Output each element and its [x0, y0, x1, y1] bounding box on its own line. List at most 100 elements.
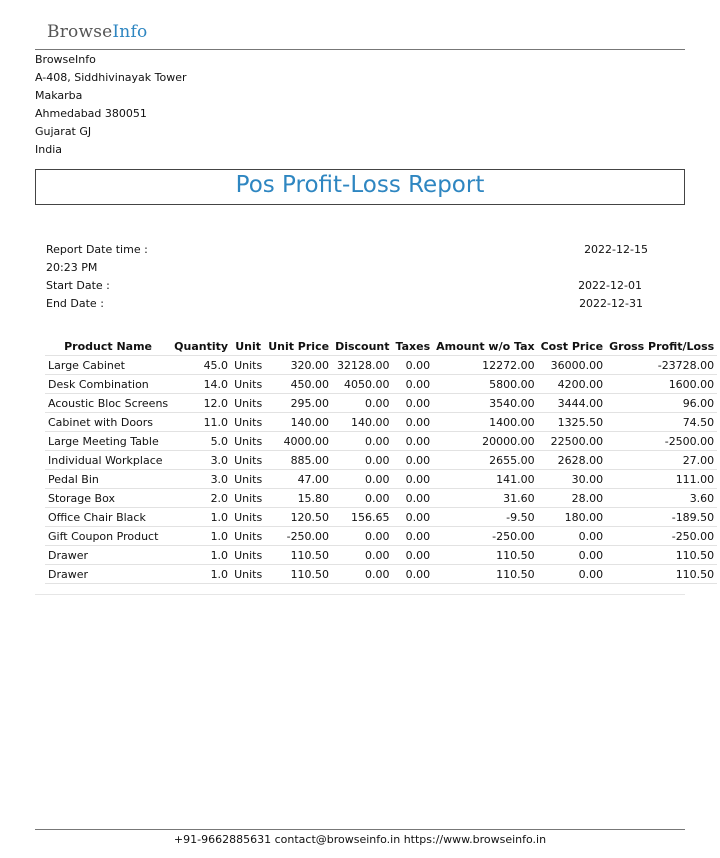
report-time-value: 20:23 PM	[46, 261, 98, 274]
cell-unit-price: 450.00	[265, 374, 333, 394]
footer-contact: +91-9662885631 contact@browseinfo.in htt…	[173, 833, 547, 846]
cell-unit-price: 110.50	[265, 564, 333, 584]
cell-cost-price: 0.00	[537, 526, 607, 546]
cell-cost-price: 0.00	[537, 545, 607, 565]
cell-gross-profit-loss: 96.00	[606, 393, 718, 413]
start-date-label: Start Date :	[46, 279, 110, 292]
cell-discount: 156.65	[332, 507, 393, 527]
cell-product-name: Gift Coupon Product	[45, 526, 172, 546]
company-area: Makarba	[35, 89, 83, 102]
cell-amount-wo-tax: 3540.00	[433, 393, 538, 413]
cell-discount: 0.00	[332, 545, 393, 565]
cell-cost-price: 4200.00	[537, 374, 607, 394]
cell-quantity: 14.0	[171, 374, 232, 394]
footer-divider	[35, 829, 685, 830]
cell-quantity: 3.0	[171, 450, 232, 470]
end-date-value: 2022-12-31	[579, 297, 643, 310]
col-gross-profit-loss: Gross Profit/Loss	[609, 340, 715, 353]
cell-gross-profit-loss: -189.50	[606, 507, 718, 527]
cell-taxes: 0.00	[392, 507, 434, 527]
cell-amount-wo-tax: 141.00	[433, 469, 538, 489]
cell-cost-price: 28.00	[537, 488, 607, 508]
col-cost-price: Cost Price	[540, 340, 604, 353]
cell-amount-wo-tax: 5800.00	[433, 374, 538, 394]
cell-taxes: 0.00	[392, 469, 434, 489]
cell-quantity: 1.0	[171, 526, 232, 546]
cell-unit: Units	[231, 545, 266, 565]
cell-amount-wo-tax: -250.00	[433, 526, 538, 546]
cell-taxes: 0.00	[392, 355, 434, 375]
cell-quantity: 1.0	[171, 545, 232, 565]
cell-product-name: Cabinet with Doors	[45, 412, 172, 432]
table-row: Individual Workplace 3.0 Units 885.00 0.00 0.…	[45, 450, 718, 470]
cell-cost-price: 180.00	[537, 507, 607, 527]
cell-product-name: Desk Combination	[45, 374, 172, 394]
company-country: India	[35, 143, 62, 156]
col-amount-wo-tax: Amount w/o Tax	[436, 340, 535, 353]
company-name: BrowseInfo	[35, 53, 96, 66]
cell-product-name: Large Cabinet	[45, 355, 172, 375]
logo-text-part1: Browse	[47, 22, 113, 42]
table-header-row: Product Name Quantity Unit Unit Price Di…	[45, 338, 717, 356]
cell-taxes: 0.00	[392, 526, 434, 546]
cell-product-name: Drawer	[45, 545, 172, 565]
cell-unit: Units	[231, 355, 266, 375]
cell-taxes: 0.00	[392, 431, 434, 451]
profit-loss-table: Product Name Quantity Unit Unit Price Di…	[45, 338, 718, 584]
cell-quantity: 3.0	[171, 469, 232, 489]
col-product-name: Product Name	[64, 340, 153, 353]
report-title: Pos Profit-Loss Report	[235, 172, 485, 198]
cell-amount-wo-tax: 20000.00	[433, 431, 538, 451]
cell-unit-price: 320.00	[265, 355, 333, 375]
table-row: Cabinet with Doors 11.0 Units 140.00 140.00 0…	[45, 412, 718, 432]
end-date-label: End Date :	[46, 297, 104, 310]
cell-cost-price: 36000.00	[537, 355, 607, 375]
cell-cost-price: 30.00	[537, 469, 607, 489]
cell-taxes: 0.00	[392, 374, 434, 394]
cell-discount: 0.00	[332, 526, 393, 546]
cell-amount-wo-tax: 110.50	[433, 545, 538, 565]
cell-gross-profit-loss: 27.00	[606, 450, 718, 470]
cell-product-name: Pedal Bin	[45, 469, 172, 489]
cell-discount: 32128.00	[332, 355, 393, 375]
cell-taxes: 0.00	[392, 545, 434, 565]
cell-gross-profit-loss: 74.50	[606, 412, 718, 432]
table-row: Pedal Bin 3.0 Units 47.00 0.00 0.00 141.00 30.0…	[45, 469, 718, 489]
cell-product-name: Office Chair Black	[45, 507, 172, 527]
cell-amount-wo-tax: 2655.00	[433, 450, 538, 470]
col-unit-price: Unit Price	[268, 340, 330, 353]
cell-cost-price: 0.00	[537, 564, 607, 584]
cell-unit-price: 140.00	[265, 412, 333, 432]
cell-amount-wo-tax: -9.50	[433, 507, 538, 527]
cell-product-name: Acoustic Bloc Screens	[45, 393, 172, 413]
cell-taxes: 0.00	[392, 488, 434, 508]
cell-product-name: Drawer	[45, 564, 172, 584]
logo-text-part2: Info	[112, 22, 148, 42]
cell-unit-price: 120.50	[265, 507, 333, 527]
cell-unit-price: 295.00	[265, 393, 333, 413]
cell-taxes: 0.00	[392, 450, 434, 470]
cell-discount: 0.00	[332, 393, 393, 413]
company-address: BrowseInfo A-408, Siddhivinayak Tower Ma…	[35, 51, 187, 159]
cell-amount-wo-tax: 1400.00	[433, 412, 538, 432]
cell-discount: 140.00	[332, 412, 393, 432]
table-row: Storage Box 2.0 Units 15.80 0.00 0.00 31.60 28.…	[45, 488, 718, 508]
cell-discount: 0.00	[332, 469, 393, 489]
cell-unit: Units	[231, 488, 266, 508]
company-city: Ahmedabad 380051	[35, 107, 147, 120]
cell-cost-price: 22500.00	[537, 431, 607, 451]
table-row: Drawer 1.0 Units 110.50 0.00 0.00 110.50 0.00 11…	[45, 545, 718, 565]
cell-cost-price: 1325.50	[537, 412, 607, 432]
cell-quantity: 11.0	[171, 412, 232, 432]
cell-unit: Units	[231, 564, 266, 584]
table-row: Drawer 1.0 Units 110.50 0.00 0.00 110.50 0.00 11…	[45, 564, 718, 584]
table-end-divider	[35, 594, 685, 595]
col-taxes: Taxes	[395, 340, 431, 353]
table-row: Large Cabinet 45.0 Units 320.00 32128.00 0.00…	[45, 355, 718, 375]
cell-amount-wo-tax: 110.50	[433, 564, 538, 584]
report-date-time-label: Report Date time :	[46, 243, 148, 256]
cell-unit-price: 15.80	[265, 488, 333, 508]
col-discount: Discount	[335, 340, 390, 353]
cell-quantity: 45.0	[171, 355, 232, 375]
cell-unit: Units	[231, 412, 266, 432]
